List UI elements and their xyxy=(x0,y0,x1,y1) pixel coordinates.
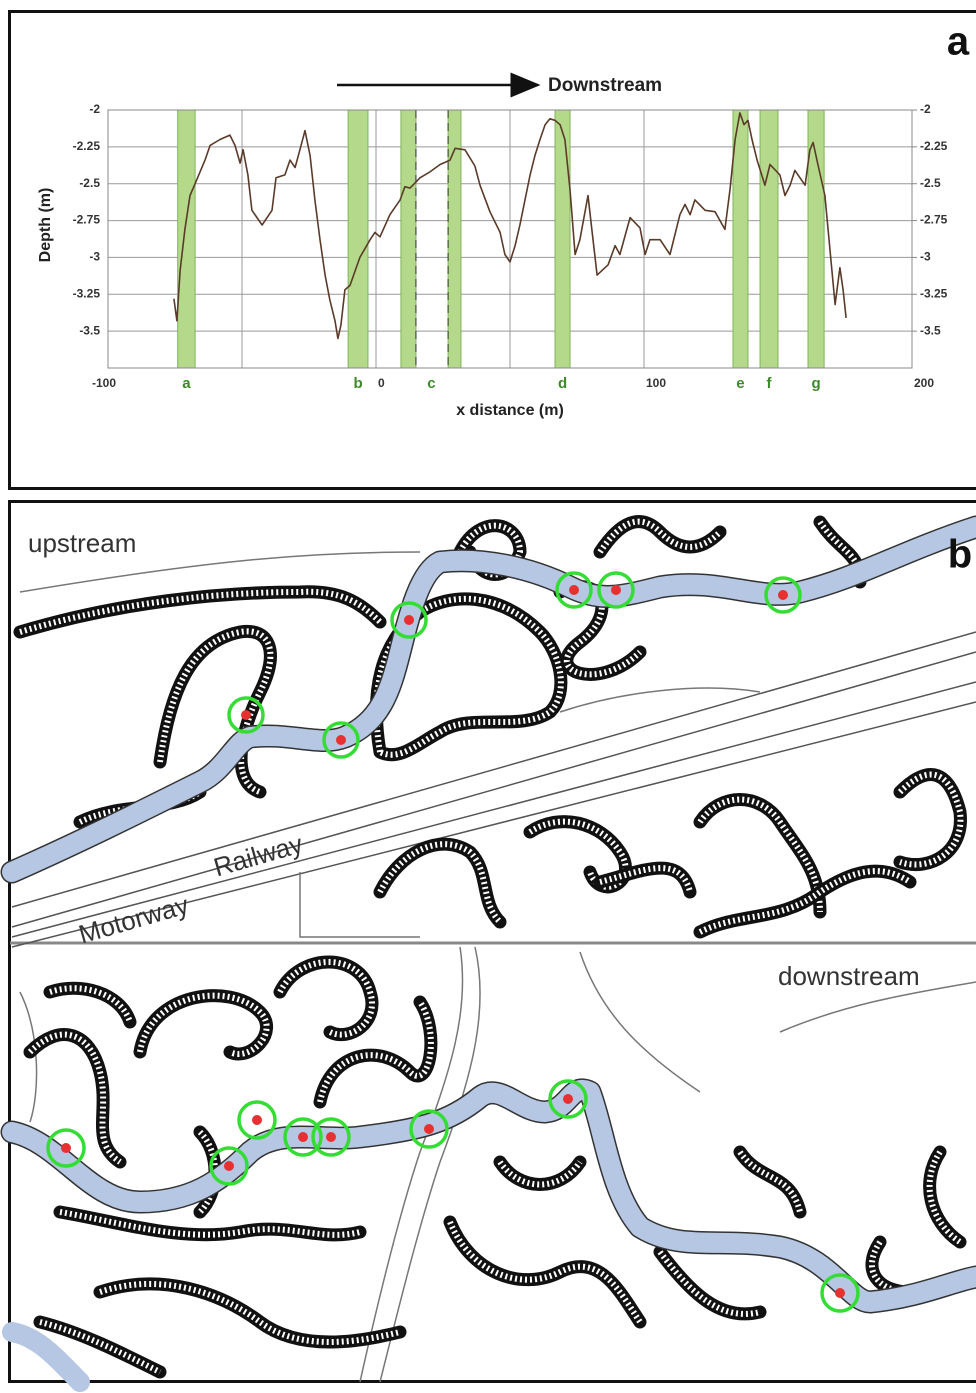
x-tick-label: 200 xyxy=(914,376,934,390)
band xyxy=(554,109,571,369)
x-tick-label: 0 xyxy=(378,376,385,390)
x-axis-label: x distance (m) xyxy=(456,402,564,419)
y-tick-label: -3.25 xyxy=(73,286,101,300)
band-label: g xyxy=(811,375,820,392)
contours xyxy=(19,551,761,938)
annotation: Downstream xyxy=(548,75,662,96)
downstream-label: downstream xyxy=(778,961,920,991)
sites xyxy=(227,571,802,759)
y-tick-label: -2 xyxy=(89,102,100,116)
y-tick-label: -2.5 xyxy=(79,176,100,190)
band xyxy=(759,109,779,369)
band xyxy=(400,109,417,369)
sites xyxy=(46,1079,860,1313)
y2-tick-label: -2.75 xyxy=(920,213,948,227)
y2-tick-label: -3.25 xyxy=(920,286,948,300)
panel-label: a xyxy=(947,20,970,64)
roads xyxy=(19,946,976,1383)
roads xyxy=(11,631,976,948)
y2-tick-label: -3 xyxy=(920,250,931,264)
x-tick-label: 100 xyxy=(646,376,666,390)
band xyxy=(347,109,369,369)
panel-a: a Downstream x distance (m) Depth (m) a b… xyxy=(8,10,976,490)
y2-tick-label: -2 xyxy=(920,102,931,116)
band-label: c xyxy=(427,375,435,392)
panel-border xyxy=(8,10,976,490)
panel-b: upstream b Railway Motorway xyxy=(0,500,976,1392)
y-tick-label: -2.75 xyxy=(73,213,101,227)
band-label: d xyxy=(558,375,567,392)
band-label: f xyxy=(767,375,773,392)
y2-tick-label: -3.5 xyxy=(920,323,941,337)
upstream-label: upstream xyxy=(28,528,136,558)
y-tick-label: -3.5 xyxy=(79,323,100,337)
y-tick-label: -2.25 xyxy=(73,139,101,153)
band-label: a xyxy=(182,375,191,392)
lower-map: downstream xyxy=(0,946,976,1392)
panel-label: b xyxy=(948,533,972,577)
band xyxy=(732,109,749,369)
depth-line xyxy=(173,112,847,340)
band xyxy=(177,109,196,369)
y2-tick-label: -2.25 xyxy=(920,139,948,153)
x-tick-label: -100 xyxy=(92,376,116,390)
river xyxy=(2,1080,976,1312)
y-tick-label: -3 xyxy=(89,250,100,264)
river xyxy=(2,1322,90,1392)
band-label: e xyxy=(736,375,744,392)
plot-frame xyxy=(107,109,913,369)
y-axis-label: Depth (m) xyxy=(37,188,54,263)
y2-tick-label: -2.5 xyxy=(920,176,941,190)
band-label: b xyxy=(353,375,362,392)
